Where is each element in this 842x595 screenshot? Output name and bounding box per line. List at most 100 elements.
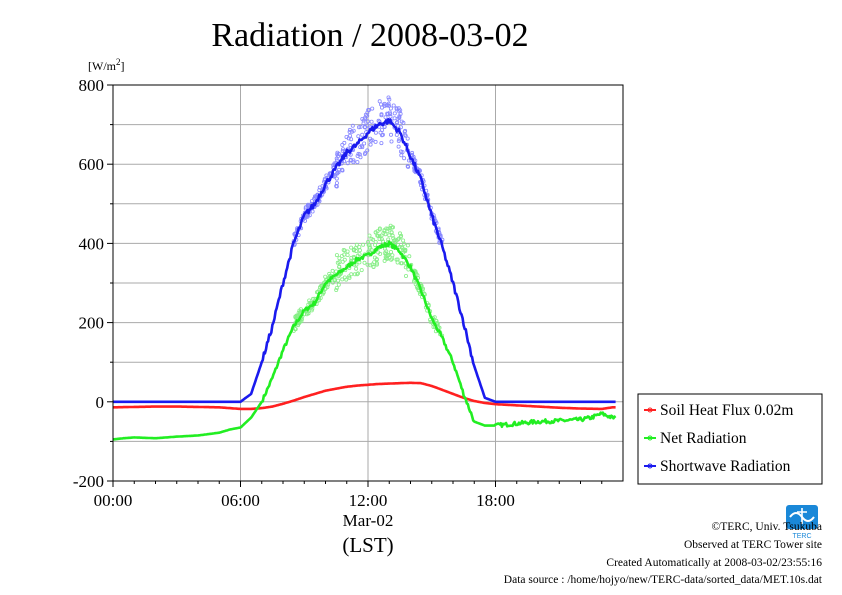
sample-point-2	[347, 129, 352, 134]
sample-point-1	[335, 260, 340, 265]
legend-label-2: Shortwave Radiation	[660, 458, 791, 475]
sample-point-2	[386, 103, 391, 108]
sample-point-1	[294, 313, 299, 318]
sample-point-2	[365, 119, 370, 124]
sample-point-2	[335, 154, 340, 159]
sample-point-1	[369, 248, 374, 253]
series-line-0	[112, 381, 616, 411]
sample-point-2	[386, 95, 391, 100]
sample-point-2	[363, 117, 368, 122]
sample-point-2	[348, 143, 353, 148]
sample-point-1	[390, 253, 395, 258]
sample-point-2	[377, 99, 382, 104]
sample-point-2	[396, 138, 401, 143]
sample-point-2	[389, 139, 394, 144]
sample-point-1	[386, 237, 391, 242]
sample-point-1	[349, 272, 354, 277]
sample-point-2	[347, 127, 352, 132]
sample-point-2	[312, 195, 317, 200]
sample-point-1	[340, 277, 345, 282]
footer-copyright: ©TERC, Univ. Tsukuba	[712, 521, 822, 533]
sample-point-2	[411, 154, 416, 159]
sample-point-1	[345, 252, 350, 257]
sample-point-2	[335, 171, 340, 176]
x-tick-label-3: 18:00	[476, 491, 515, 510]
sample-point-1	[344, 277, 349, 282]
sample-point-2	[334, 176, 339, 181]
sample-point-1	[379, 237, 384, 242]
sample-point-1	[434, 318, 439, 323]
sample-point-1	[323, 274, 328, 279]
sample-point-1	[370, 262, 375, 267]
sample-point-2	[402, 156, 407, 161]
sample-point-2	[366, 108, 371, 113]
sample-point-2	[391, 103, 396, 108]
sample-point-2	[360, 145, 365, 150]
legend-label-1: Net Radiation	[660, 430, 747, 447]
sample-point-2	[394, 107, 399, 112]
sample-point-2	[317, 188, 322, 193]
x-tick-label-1: 06:00	[221, 491, 260, 510]
sample-point-1	[373, 239, 378, 244]
sample-point-1	[357, 248, 362, 253]
sample-point-1	[330, 280, 335, 285]
sample-point-1	[347, 274, 352, 279]
sample-point-1	[375, 233, 380, 238]
sample-point-1	[390, 233, 395, 238]
sample-point-2	[387, 110, 392, 115]
series-line-2	[112, 118, 616, 404]
sample-point-2	[340, 142, 345, 147]
y-axis-unit-close: ]	[121, 59, 125, 73]
sample-point-2	[379, 113, 384, 118]
sample-point-2	[387, 97, 392, 102]
sample-point-2	[342, 140, 347, 145]
sample-point-2	[397, 116, 402, 121]
sample-point-1	[407, 254, 412, 259]
sample-point-2	[401, 120, 406, 125]
sample-point-2	[303, 206, 308, 211]
sample-point-2	[392, 111, 397, 116]
sample-point-1	[354, 266, 359, 271]
sample-point-2	[398, 111, 403, 116]
footer-site: Observed at TERC Tower site	[684, 539, 822, 551]
sample-point-2	[351, 160, 356, 165]
sample-point-2	[373, 130, 378, 135]
sample-point-2	[355, 153, 360, 158]
y-axis-unit-superscript: 2	[116, 57, 121, 67]
sample-point-2	[373, 139, 378, 144]
y-tick-label-1: 0	[96, 393, 105, 412]
sample-point-1	[355, 272, 360, 277]
sample-point-2	[334, 158, 339, 163]
sample-point-2	[358, 124, 363, 129]
sample-point-2	[370, 138, 375, 143]
sample-point-1	[330, 268, 335, 273]
legend-marker-2	[647, 463, 653, 469]
sample-point-2	[365, 148, 370, 153]
sample-point-1	[357, 260, 362, 265]
sample-point-2	[383, 115, 388, 120]
sample-point-2	[405, 136, 410, 141]
sample-point-2	[379, 141, 384, 146]
sample-point-1	[317, 285, 322, 290]
x-axis-ticks: 00:00 06:00 12:00 18:00	[94, 481, 603, 510]
sample-point-1	[411, 279, 416, 284]
sample-point-1	[394, 257, 399, 262]
sample-point-1	[362, 260, 367, 265]
sample-point-1	[403, 247, 408, 252]
y-tick-label-4: 600	[79, 155, 105, 174]
sample-point-2	[342, 159, 347, 164]
sample-point-2	[340, 168, 345, 173]
sample-point-1	[400, 245, 405, 250]
sample-point-2	[385, 103, 390, 108]
sample-point-2	[333, 173, 338, 178]
sample-point-1	[389, 230, 394, 235]
sample-point-1	[357, 245, 362, 250]
sample-point-1	[337, 264, 342, 269]
sample-point-2	[388, 106, 393, 111]
sample-point-2	[362, 124, 367, 129]
sample-point-1	[361, 242, 366, 247]
sample-point-2	[388, 114, 393, 119]
sample-point-2	[361, 121, 366, 126]
sample-point-1	[375, 229, 380, 234]
sample-point-1	[367, 245, 372, 250]
